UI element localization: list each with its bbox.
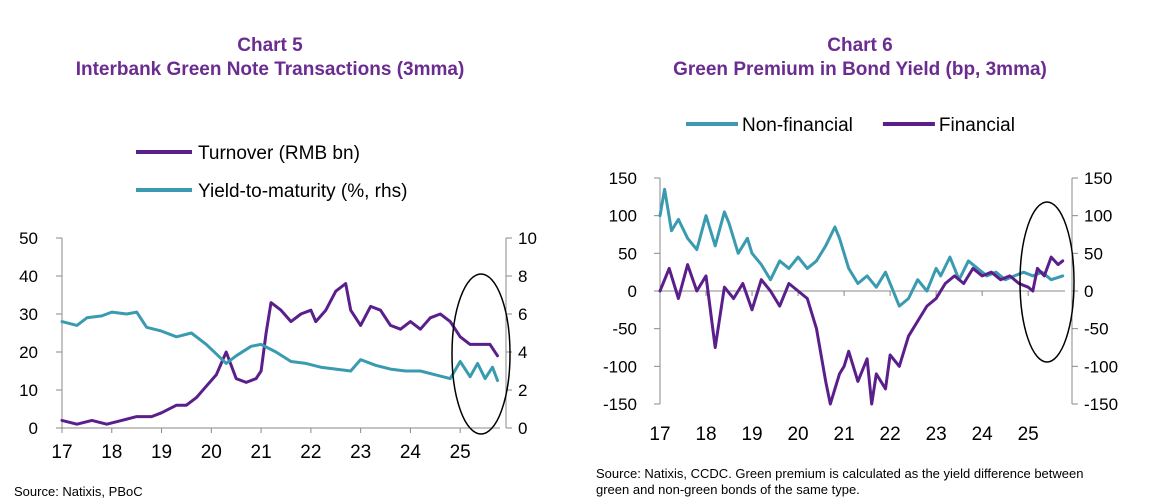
chart5-left-tick-label: 50 [19, 229, 38, 248]
chart5-x-tick-label: 25 [450, 442, 471, 463]
chart6-highlight-ellipse [1019, 201, 1075, 363]
chart6-x-tick-label: 19 [741, 424, 762, 445]
chart6-right-tick-label: -50 [1084, 320, 1109, 339]
chart5-x-tick-label: 18 [101, 442, 122, 463]
chart5-x-tick-label: 21 [251, 442, 272, 463]
chart6-left-tick-label: 150 [609, 169, 637, 188]
chart6-left-tick-label: -100 [603, 357, 637, 376]
chart5-subtitle: Interbank Green Note Transactions (3mma) [75, 59, 465, 80]
chart6-right-tick-label: 0 [1084, 282, 1093, 301]
chart6-right-tick-label: 50 [1084, 244, 1103, 263]
chart6-left-tick-label: 0 [628, 282, 637, 301]
chart5-legend-label: Yield-to-maturity (%, rhs) [198, 181, 407, 202]
chart6-left-tick-label: -50 [612, 320, 637, 339]
chart5-left-tick-label: 0 [29, 419, 38, 438]
chart5-x-tick-label: 17 [51, 442, 72, 463]
chart5-title-block: Chart 5 Interbank Green Note Transaction… [60, 34, 480, 82]
chart6-left-tick-label: 100 [609, 207, 637, 226]
chart5-left-tick-label: 40 [19, 267, 38, 286]
chart6-x-tick-label: 18 [695, 424, 716, 445]
chart5-source: Source: Natixis, PBoC [14, 484, 143, 499]
chart5-right-tick-label: 10 [518, 229, 537, 248]
chart6-legend-label: Non-financial [742, 115, 853, 136]
chart6-title: Chart 6 [827, 35, 893, 56]
chart6-right-tick-label: 100 [1084, 207, 1112, 226]
chart6-x-tick-label: 22 [880, 424, 901, 445]
chart6-x-tick-label: 24 [972, 424, 994, 445]
chart5-left-tick-label: 30 [19, 305, 38, 324]
chart6-right-tick-label: -100 [1084, 357, 1118, 376]
chart5-legend-label: Turnover (RMB bn) [198, 143, 360, 164]
chart5-right-tick-label: 8 [518, 267, 527, 286]
chart5-title: Chart 5 [237, 35, 303, 56]
chart5-left-tick-label: 20 [19, 343, 38, 362]
chart5-x-tick-label: 20 [201, 442, 222, 463]
chart6-x-tick-label: 23 [926, 424, 947, 445]
chart6-source: Source: Natixis, CCDC. Green premium is … [596, 466, 1084, 497]
chart6-right-tick-label: -150 [1084, 395, 1118, 414]
chart5-left-tick-label: 10 [19, 381, 38, 400]
chart5-x-tick-label: 23 [350, 442, 371, 463]
chart6-left-tick-label: -150 [603, 395, 637, 414]
chart5-right-tick-label: 4 [518, 343, 527, 362]
chart5-right-tick-label: 0 [518, 419, 527, 438]
chart5-right-tick-label: 6 [518, 305, 527, 324]
chart6-subtitle: Green Premium in Bond Yield (bp, 3mma) [673, 59, 1047, 80]
chart5-series-turnover-rmb-bn [60, 282, 499, 426]
chart6-x-tick-label: 21 [834, 424, 855, 445]
chart5-highlight-ellipse [451, 273, 511, 435]
chart6-series-non-financial [658, 187, 1065, 308]
chart6-x-tick-label: 20 [787, 424, 808, 445]
chart6-left-tick-label: 50 [618, 244, 637, 263]
chart5-x-tick-label: 22 [300, 442, 321, 463]
chart5-x-tick-label: 24 [400, 442, 422, 463]
chart6-right-tick-label: 150 [1084, 169, 1112, 188]
chart6-series-financial [658, 255, 1065, 406]
chart6-legend-label: Financial [939, 115, 1015, 136]
chart5-x-tick-label: 19 [151, 442, 172, 463]
chart5-right-tick-label: 2 [518, 381, 527, 400]
chart6-x-tick-label: 17 [649, 424, 670, 445]
chart6-x-tick-label: 25 [1018, 424, 1039, 445]
chart6-title-block: Chart 6 Green Premium in Bond Yield (bp,… [600, 34, 1120, 82]
chart5-series-yield-to-maturity-rhs [60, 310, 499, 382]
